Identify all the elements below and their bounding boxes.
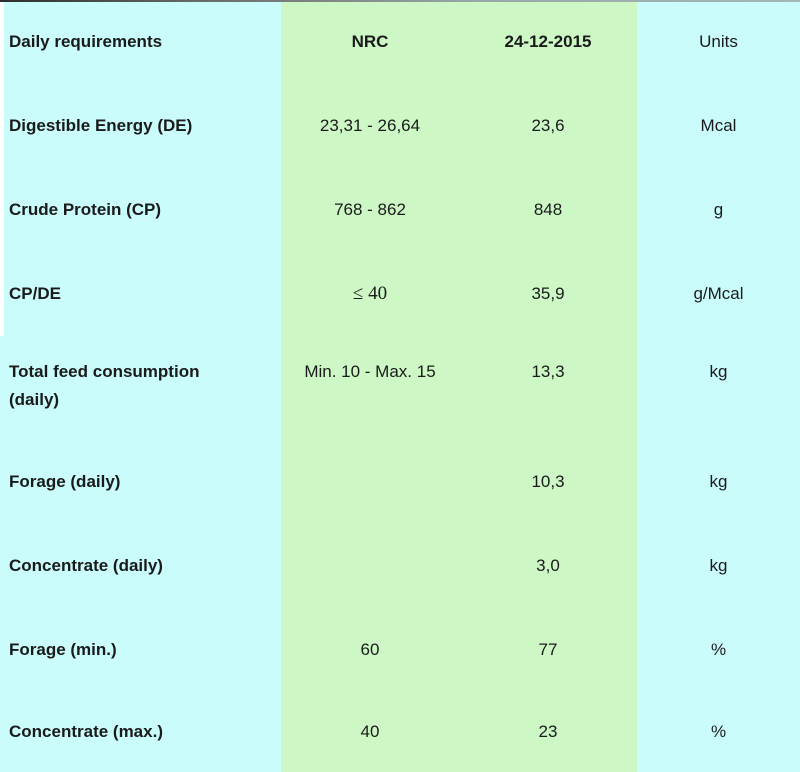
current-value: 3,0 bbox=[536, 556, 560, 575]
units-value: Mcal bbox=[700, 116, 737, 135]
row-label: Digestible Energy (DE) bbox=[9, 116, 193, 135]
column-header-daily-requirements: Daily requirements bbox=[9, 32, 163, 51]
column-header-nrc: NRC bbox=[351, 32, 389, 51]
top-border-line bbox=[0, 0, 800, 2]
green-column-highlight bbox=[281, 0, 637, 772]
units-value: g bbox=[713, 200, 724, 219]
units-value: kg bbox=[709, 472, 728, 491]
nrc-value: 23,31 - 26,64 bbox=[319, 116, 421, 135]
current-value: 23 bbox=[538, 722, 558, 741]
column-header-units: Units bbox=[699, 32, 738, 51]
nrc-value: ≤ 40 bbox=[352, 283, 388, 304]
current-value: 23,6 bbox=[531, 116, 565, 135]
units-value: g/Mcal bbox=[693, 284, 744, 303]
nrc-value bbox=[281, 524, 459, 608]
current-value: 10,3 bbox=[531, 472, 565, 491]
nrc-value bbox=[281, 440, 459, 524]
row-label: Total feed consumption (daily) bbox=[9, 362, 200, 409]
current-value: 848 bbox=[533, 200, 563, 219]
current-value: 77 bbox=[538, 640, 558, 659]
nrc-value: 40 bbox=[360, 722, 380, 741]
units-value: kg bbox=[709, 556, 728, 575]
row-label: Concentrate (daily) bbox=[9, 556, 163, 575]
row-label: Crude Protein (CP) bbox=[9, 200, 162, 219]
left-edge-gap bbox=[0, 2, 4, 336]
units-value: % bbox=[710, 722, 727, 741]
row-label: Forage (min.) bbox=[9, 640, 117, 659]
column-header-date: 24-12-2015 bbox=[504, 32, 592, 51]
row-label: CP/DE bbox=[9, 284, 61, 303]
nrc-value: Min. 10 - Max. 15 bbox=[304, 362, 436, 381]
nrc-value: 60 bbox=[360, 640, 380, 659]
units-value: kg bbox=[709, 362, 728, 381]
nrc-value: 768 - 862 bbox=[334, 200, 406, 219]
units-value: % bbox=[710, 640, 727, 659]
row-label: Concentrate (max.) bbox=[9, 722, 163, 741]
current-value: 13,3 bbox=[531, 362, 565, 381]
current-value: 35,9 bbox=[531, 284, 565, 303]
row-label: Forage (daily) bbox=[9, 472, 121, 491]
